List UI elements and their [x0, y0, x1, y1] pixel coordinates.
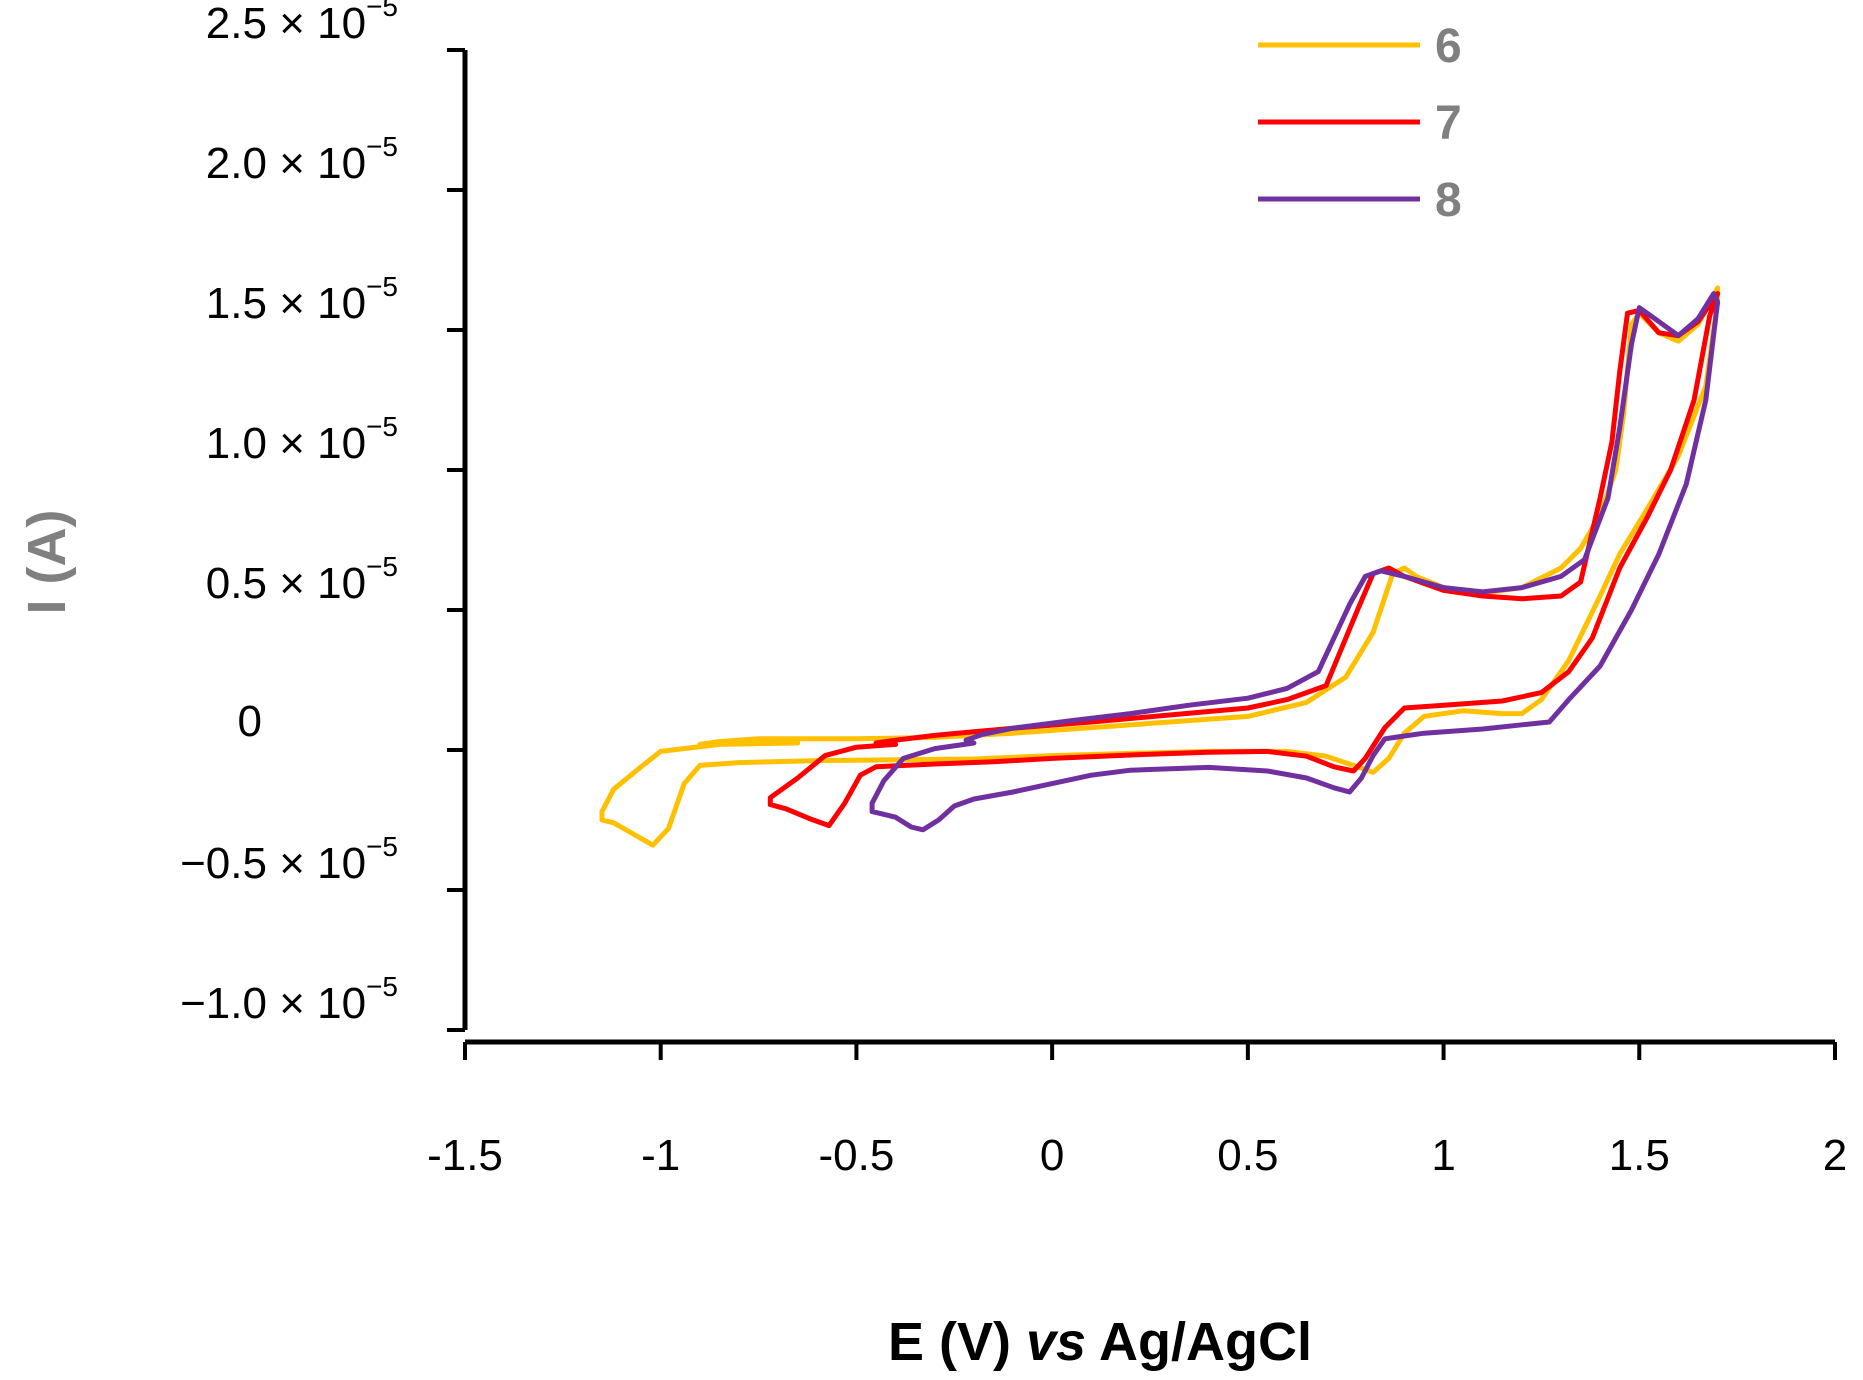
y-tick-exponent: −5: [366, 411, 398, 442]
y-tick-exponent: −5: [366, 831, 398, 862]
x-axis-label-part2: Ag/AgCl: [1086, 1312, 1312, 1372]
x-tick-label: -1.5: [427, 1131, 503, 1180]
x-tick-label: 1.5: [1609, 1131, 1670, 1180]
y-tick-label: −0.5 × 10−5: [180, 831, 398, 888]
y-tick-label: −1.0 × 10−5: [180, 971, 398, 1028]
x-axis-label: E (V) vs Ag/AgCl: [888, 1312, 1312, 1372]
y-tick-label: 0.5 × 10−5: [206, 551, 398, 608]
y-axis-label: I (A): [17, 510, 77, 615]
y-tick-mantissa: −1.0 × 10: [180, 979, 366, 1028]
x-tick-label: -1: [641, 1131, 680, 1180]
y-tick-mantissa: 1.5 × 10: [206, 279, 366, 328]
y-tick-exponent: −5: [366, 0, 398, 22]
series-8-line: [869, 291, 1721, 833]
y-tick-label: 0: [238, 697, 262, 746]
y-tick-mantissa: 2.5 × 10: [206, 0, 366, 48]
y-tick-exponent: −5: [366, 131, 398, 162]
x-tick-label: -0.5: [819, 1131, 895, 1180]
series-7-line: [767, 291, 1721, 829]
y-tick-exponent: −5: [366, 551, 398, 582]
axes: [462, 50, 1835, 1045]
x-tick-label: 1: [1431, 1131, 1455, 1180]
x-tick-label: 2: [1823, 1131, 1847, 1180]
y-tick-mantissa: 0.5 × 10: [206, 559, 366, 608]
x-ticks: -1.5 -1 -0.5 0 0.5 1 1.5 2: [427, 1042, 1847, 1180]
y-tick-label: 2.5 × 10−5: [206, 0, 398, 48]
y-tick-label: 1.0 × 10−5: [206, 411, 398, 468]
y-tick-exponent: −5: [366, 971, 398, 1002]
y-tick-mantissa: 2.0 × 10: [206, 139, 366, 188]
y-tick-label: 1.5 × 10−5: [206, 271, 398, 328]
legend: 6 7 8: [1258, 20, 1462, 227]
series-group: [599, 285, 1721, 848]
series-6-line: [599, 285, 1721, 848]
y-tick-label: 2.0 × 10−5: [206, 131, 398, 188]
x-tick-label: 0.5: [1217, 1131, 1278, 1180]
legend-label-7: 7: [1435, 97, 1462, 150]
x-axis-label-vs: vs: [1026, 1312, 1086, 1372]
y-tick-exponent: −5: [366, 271, 398, 302]
legend-label-8: 8: [1435, 174, 1462, 227]
y-tick-mantissa: 1.0 × 10: [206, 419, 366, 468]
y-tick-mantissa: −0.5 × 10: [180, 839, 366, 888]
x-axis-label-part1: E (V): [888, 1312, 1026, 1372]
x-tick-label: 0: [1040, 1131, 1064, 1180]
y-ticks: 2.5 × 10−52.0 × 10−51.5 × 10−51.0 × 10−5…: [180, 0, 465, 1032]
legend-label-6: 6: [1435, 20, 1462, 73]
